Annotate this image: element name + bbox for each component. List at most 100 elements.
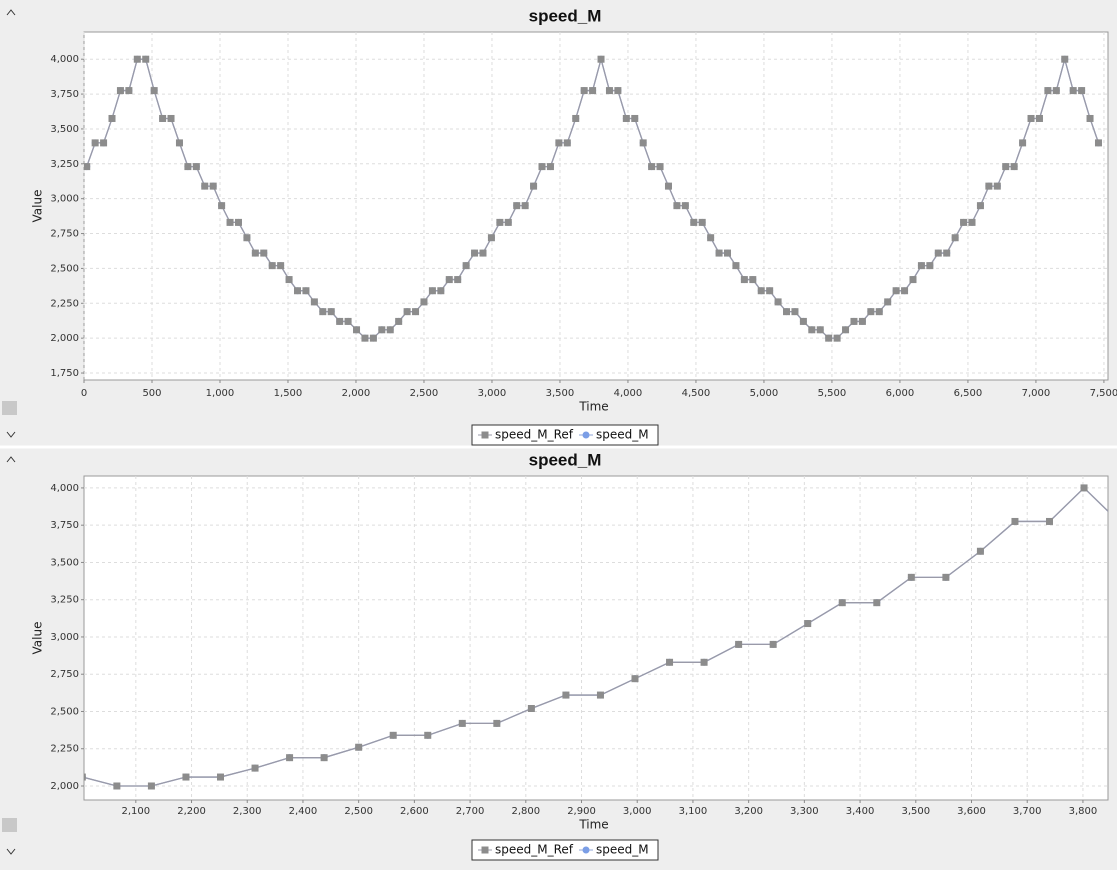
y-tick-label: 3,250 xyxy=(50,595,79,606)
data-point xyxy=(614,87,622,95)
x-tick-label: 2,400 xyxy=(289,806,318,817)
data-point xyxy=(84,163,91,171)
data-point xyxy=(968,218,976,226)
data-point xyxy=(320,754,328,762)
x-tick-label: 5,500 xyxy=(818,388,847,399)
data-point xyxy=(530,182,538,190)
data-point xyxy=(1080,484,1088,492)
data-point xyxy=(766,287,774,295)
data-point xyxy=(496,218,504,226)
data-point xyxy=(1035,114,1043,122)
data-point xyxy=(521,202,529,210)
data-point xyxy=(353,326,361,334)
data-point xyxy=(562,691,570,699)
data-point xyxy=(757,287,765,295)
scroll-down-icon[interactable] xyxy=(6,848,16,855)
legend-marker xyxy=(582,846,590,854)
scroll-thumb[interactable] xyxy=(2,401,17,415)
scroll-thumb[interactable] xyxy=(2,818,17,832)
data-point xyxy=(369,334,377,342)
chart-title: speed_M xyxy=(529,6,602,25)
x-tick-label: 4,000 xyxy=(614,388,643,399)
data-point xyxy=(1069,87,1077,95)
data-point xyxy=(424,731,432,739)
data-point xyxy=(260,249,268,257)
data-point xyxy=(389,731,397,739)
data-point xyxy=(917,262,925,270)
scroll-down-icon[interactable] xyxy=(6,431,16,438)
data-point xyxy=(403,308,411,316)
data-point xyxy=(395,317,403,325)
data-point xyxy=(985,182,993,190)
data-point xyxy=(182,773,190,781)
data-point xyxy=(437,287,445,295)
data-point xyxy=(1027,114,1035,122)
data-point xyxy=(596,691,604,699)
data-point xyxy=(783,308,791,316)
data-point xyxy=(268,262,276,270)
x-tick-label: 0 xyxy=(81,388,87,399)
legend-label: speed_M xyxy=(596,428,649,442)
data-point xyxy=(715,249,723,257)
x-tick-label: 3,300 xyxy=(790,806,819,817)
data-point xyxy=(681,202,689,210)
data-point xyxy=(700,658,708,666)
data-point xyxy=(1011,517,1019,525)
x-tick-label: 3,800 xyxy=(1069,806,1098,817)
x-tick-label: 1,000 xyxy=(206,388,235,399)
plot-marks xyxy=(84,55,1102,342)
y-tick-label: 2,750 xyxy=(50,229,79,240)
data-point xyxy=(251,764,259,772)
x-tick-label: 4,500 xyxy=(682,388,711,399)
data-point xyxy=(867,308,875,316)
legend xyxy=(471,839,659,861)
data-point xyxy=(976,202,984,210)
data-point xyxy=(698,218,706,226)
x-tick-label: 3,500 xyxy=(546,388,575,399)
data-point xyxy=(527,704,535,712)
plot-marks xyxy=(84,484,1108,790)
y-tick-label: 3,500 xyxy=(50,124,79,135)
x-tick-label: 2,000 xyxy=(342,388,371,399)
data-point xyxy=(538,163,546,171)
data-point xyxy=(277,262,285,270)
data-point xyxy=(943,249,951,257)
x-tick-label: 3,000 xyxy=(478,388,507,399)
x-tick-label: 6,500 xyxy=(954,388,983,399)
data-point xyxy=(378,326,386,334)
legend xyxy=(471,424,659,446)
data-point xyxy=(749,276,757,284)
chart-title: speed_M xyxy=(529,450,602,469)
data-point xyxy=(116,87,124,95)
x-axis-title: Time xyxy=(578,818,608,832)
data-point xyxy=(673,202,681,210)
x-tick-label: 3,700 xyxy=(1013,806,1042,817)
data-point xyxy=(386,326,394,334)
data-point xyxy=(147,782,155,790)
data-point xyxy=(479,249,487,257)
y-tick-label: 3,000 xyxy=(50,632,79,643)
data-point xyxy=(631,114,639,122)
data-point xyxy=(546,163,554,171)
data-point xyxy=(420,298,428,306)
data-point xyxy=(1094,139,1102,147)
data-point xyxy=(858,317,866,325)
x-tick-label: 500 xyxy=(142,388,161,399)
data-point xyxy=(735,640,743,648)
data-point xyxy=(428,287,436,295)
data-point xyxy=(838,599,846,607)
data-point xyxy=(327,308,335,316)
y-tick-label: 2,000 xyxy=(50,333,79,344)
data-point xyxy=(142,55,150,63)
data-point xyxy=(572,114,580,122)
data-point xyxy=(201,182,209,190)
data-point xyxy=(471,249,479,257)
data-point xyxy=(774,298,782,306)
scroll-up-icon[interactable] xyxy=(6,456,16,463)
scroll-up-icon[interactable] xyxy=(6,9,16,16)
data-point xyxy=(216,773,224,781)
y-tick-label: 3,750 xyxy=(50,89,79,100)
y-tick-label: 3,250 xyxy=(50,159,79,170)
data-point xyxy=(504,218,512,226)
